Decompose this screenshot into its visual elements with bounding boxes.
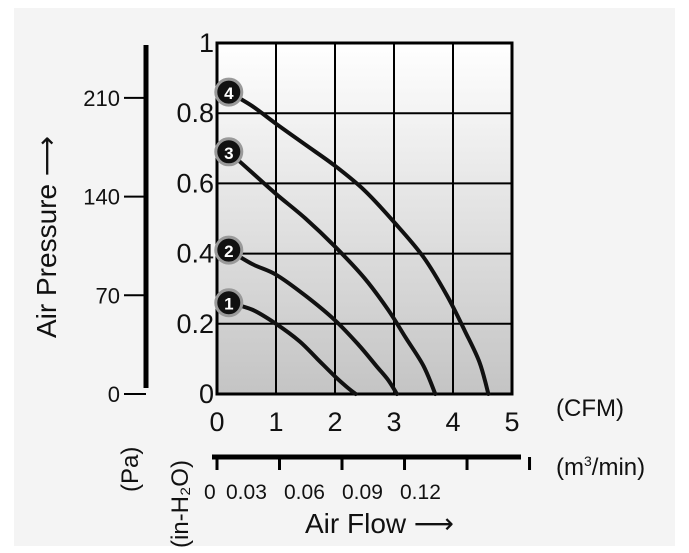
series-line-2 [226, 248, 399, 396]
series-marker-3 [214, 137, 244, 167]
m3min-tick-label: 0.06 [284, 481, 325, 504]
x-axis-title: Air Flow ⟶ [305, 508, 454, 539]
y-tick-label: 0.6 [176, 168, 214, 198]
series-marker-label: 1 [224, 295, 233, 314]
m3min-tick-label: 0.12 [400, 481, 441, 504]
x-tick-label: 5 [504, 407, 519, 437]
x-tick-label: 4 [445, 407, 460, 437]
plot-area [217, 43, 512, 394]
pa-tick-label: 210 [83, 86, 120, 111]
y-tick-label: 0.2 [176, 309, 214, 339]
m3-superscript: 3 [584, 453, 592, 469]
curve-markers: 1 2 3 4 [214, 77, 244, 318]
pa-unit-label: (Pa) [117, 447, 144, 492]
m3min-tick-label: 0.03 [226, 481, 267, 504]
grid-lines [216, 42, 513, 395]
series-marker-label: 4 [224, 84, 234, 103]
series-marker-4 [214, 77, 244, 107]
x-axis-tick-labels: 0 1 2 3 4 5 [209, 407, 519, 437]
x-tick-label: 2 [327, 407, 342, 437]
pa-tick-label: 70 [96, 283, 120, 308]
cfm-unit-label: (CFM) [556, 395, 624, 422]
x-tick-label: 3 [386, 407, 401, 437]
m3min-tick-label: 0.09 [342, 481, 383, 504]
series-group [226, 90, 491, 396]
series-marker-label: 3 [224, 144, 233, 163]
series-line-1 [226, 300, 358, 396]
y-axis-tick-labels: 0 0.2 0.4 0.6 0.8 1 [176, 28, 214, 409]
x-tick-label: 0 [209, 407, 224, 437]
x-axis-arrow: ⟶ [406, 508, 454, 539]
m3min-tick-label: 0 [204, 481, 216, 504]
y-tick-label: 1 [199, 28, 214, 58]
y-axis-arrow: ⟶ [31, 136, 62, 184]
y-tick-label: 0.4 [176, 239, 214, 269]
series-marker-2 [214, 235, 244, 265]
plot-frame [215, 41, 514, 396]
pa-tick-label: 0 [108, 382, 120, 407]
y-axis-title: Air Pressure ⟶ [31, 136, 62, 338]
y-tick-label: 0.8 [176, 98, 214, 128]
series-line-4 [226, 90, 491, 396]
series-line-3 [226, 149, 438, 396]
y-tick-label: 0 [199, 379, 214, 409]
pa-tick-label: 140 [83, 185, 120, 210]
m3min-axis-ticks: 0 0.03 0.06 0.09 0.12 [204, 457, 532, 504]
m3min-unit-label: (m3/min) [556, 453, 645, 481]
x-tick-label: 1 [268, 407, 283, 437]
inh2o-unit-label: (in-H₂O) [167, 460, 194, 548]
pa-axis-ticks: 0 70 140 210 [83, 86, 146, 407]
series-marker-label: 2 [224, 242, 233, 261]
series-marker-1 [214, 288, 244, 318]
